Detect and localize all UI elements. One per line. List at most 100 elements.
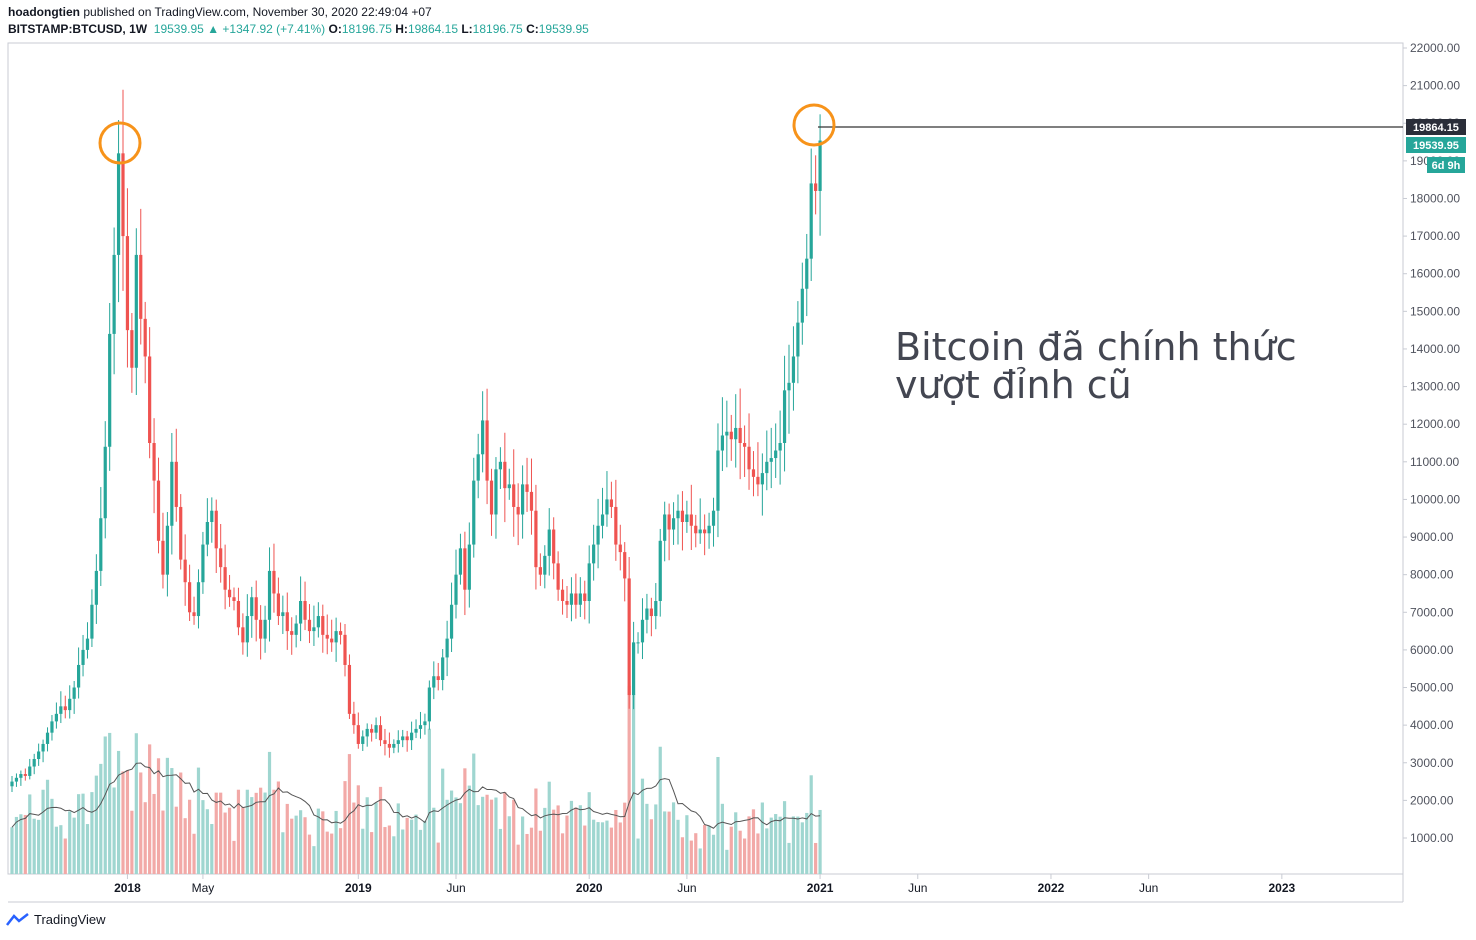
candle-body xyxy=(188,582,192,613)
volume-bar xyxy=(294,815,298,874)
volume-bar xyxy=(116,750,121,874)
price-tick-label: 16000.00 xyxy=(1410,267,1460,281)
price-tick-label: 14000.00 xyxy=(1410,342,1460,356)
volume-bar xyxy=(814,842,818,874)
time-tick-label: 2020 xyxy=(576,881,603,895)
tradingview-logo-icon[interactable] xyxy=(6,912,30,927)
candle-body xyxy=(179,506,183,560)
time-axis: 2018 May 2019 Jun 2020 Jun 2021 Jun 2022 Jun 2023 xyxy=(114,874,1296,895)
candle-body xyxy=(560,589,565,601)
candle-body xyxy=(423,721,427,726)
volume-bar xyxy=(276,781,280,874)
price-chart[interactable]: 22000.0021000.0020000.0019000.0018000.00… xyxy=(0,0,1476,908)
volume-bar xyxy=(627,685,631,874)
volume-bar xyxy=(99,763,103,874)
high-price-tag-text: 19864.15 xyxy=(1413,122,1459,134)
candle-body xyxy=(787,382,791,391)
price-tick-label: 12000.00 xyxy=(1410,417,1460,431)
volume-bar xyxy=(219,792,223,874)
volume-bar xyxy=(725,849,729,874)
candle-body xyxy=(414,728,418,733)
annotation-line-1[interactable]: Bitcoin đã chính thức xyxy=(895,325,1297,369)
candle-body xyxy=(45,732,50,744)
time-tick-label: Jun xyxy=(677,881,696,895)
symbol-label[interactable]: BITSTAMP:BTCUSD, 1W xyxy=(8,22,148,36)
candle-body xyxy=(596,525,600,545)
candle-body xyxy=(338,631,343,635)
candle-body xyxy=(543,555,547,575)
candle-body xyxy=(605,499,609,515)
volume-bar xyxy=(325,831,329,874)
volume-bar xyxy=(334,810,338,874)
candle-body xyxy=(134,254,138,368)
candle-body xyxy=(130,330,134,368)
volume-bar xyxy=(41,789,45,874)
candle-body xyxy=(294,623,298,635)
volume-bar xyxy=(401,829,405,874)
volume-bar xyxy=(343,781,347,874)
candle-body xyxy=(800,288,804,323)
candle-body xyxy=(28,766,32,776)
candle-body xyxy=(512,484,516,507)
candle-body xyxy=(525,484,529,492)
volume-bar xyxy=(489,799,494,874)
price-change: +1347.92 (+7.41%) xyxy=(222,22,326,36)
price-tick-label: 6000.00 xyxy=(1410,643,1454,657)
volume-bar xyxy=(410,819,414,874)
candle-body xyxy=(156,480,161,541)
volume-bars xyxy=(10,685,822,874)
candle-body xyxy=(445,638,449,658)
candle-body xyxy=(685,514,689,522)
volume-bar xyxy=(183,818,187,874)
volume-bar xyxy=(307,834,312,874)
last-price: 19539.95 xyxy=(153,22,204,36)
volume-bar xyxy=(676,819,680,874)
author-name[interactable]: hoadongtien xyxy=(8,5,80,19)
candle-body xyxy=(698,529,702,534)
price-tick-label: 5000.00 xyxy=(1410,681,1454,695)
candle-body xyxy=(387,743,391,748)
volume-bar xyxy=(54,826,58,874)
candle-body xyxy=(534,510,538,568)
chart-header: hoadongtien published on TradingView.com… xyxy=(8,4,589,38)
volume-bar xyxy=(383,827,387,874)
published-text: published on TradingView.com, November 3… xyxy=(83,5,432,19)
volume-bar xyxy=(148,744,152,874)
volume-bar xyxy=(605,820,609,874)
volume-bar xyxy=(188,799,192,874)
candle-body xyxy=(54,713,58,722)
volume-bar xyxy=(636,838,640,874)
volume-bar xyxy=(463,768,467,874)
candle-body xyxy=(711,510,716,526)
volume-bar xyxy=(396,803,400,874)
volume-bar xyxy=(90,792,94,874)
candle-body xyxy=(312,627,316,632)
volume-bar xyxy=(560,833,565,874)
volume-bar xyxy=(494,797,498,874)
candle-body xyxy=(99,518,103,571)
volume-bar xyxy=(512,799,516,874)
volume-bar xyxy=(196,767,201,874)
candle-body xyxy=(68,698,72,711)
volume-bar xyxy=(312,846,316,874)
candle-body xyxy=(201,544,205,583)
volume-bar xyxy=(423,820,427,874)
volume-bar xyxy=(201,800,205,874)
volume-bar xyxy=(760,802,764,874)
price-tick-label: 7000.00 xyxy=(1410,605,1454,619)
volume-ma-line xyxy=(11,762,821,829)
volume-bar xyxy=(77,794,81,874)
high-price-tag xyxy=(1406,119,1466,135)
volume-bar xyxy=(259,787,263,874)
volume-bar xyxy=(787,842,791,874)
volume-bar xyxy=(574,807,578,874)
volume-bar xyxy=(143,802,147,874)
volume-bar xyxy=(565,815,569,874)
volume-bar xyxy=(108,732,112,874)
candle-body xyxy=(725,431,729,436)
volume-bar xyxy=(645,803,649,874)
candle-body xyxy=(618,544,622,553)
footer-brand[interactable]: TradingView xyxy=(34,912,106,927)
candle-body xyxy=(241,627,245,643)
annotation-line-2[interactable]: vượt đỉnh cũ xyxy=(895,363,1132,407)
